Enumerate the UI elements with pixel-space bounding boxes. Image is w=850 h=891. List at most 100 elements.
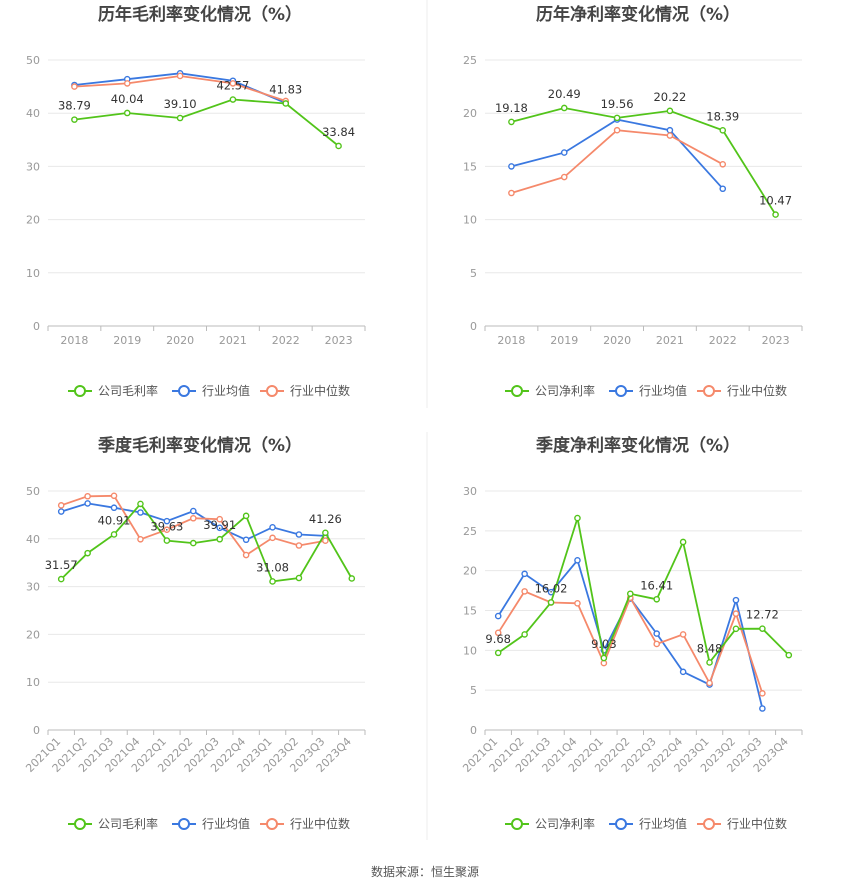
data-point-company <box>123 109 131 117</box>
data-label: 39.63 <box>150 520 183 534</box>
series-line-industry_median <box>511 129 724 194</box>
y-tick-label: 0 <box>470 320 477 333</box>
data-point-industry_avg <box>759 705 766 712</box>
x-tick-label: 2019 <box>113 334 141 347</box>
data-point-company <box>110 531 118 538</box>
data-point-company <box>57 575 65 583</box>
legend-marker-icon <box>511 818 523 830</box>
legend-item-industry_median: 行业中位数 <box>260 383 350 398</box>
data-point-industry_median <box>666 132 674 139</box>
data-point-company <box>613 114 621 122</box>
chart-title: 季度毛利率变化情况（%） <box>98 435 302 456</box>
data-label: 19.56 <box>601 97 634 111</box>
data-label: 39.91 <box>203 518 236 532</box>
data-label: 31.08 <box>256 560 289 574</box>
y-tick-label: 20 <box>463 107 477 120</box>
data-point-industry_avg <box>732 596 740 604</box>
data-point-industry_avg <box>719 185 727 193</box>
data-point-company <box>521 631 528 638</box>
x-tick-label: 2021 <box>219 334 247 347</box>
data-point-company <box>84 549 91 557</box>
legend-item-company: 公司毛利率 <box>68 816 158 831</box>
legend-item-industry_avg: 行业均值 <box>609 816 687 831</box>
x-tick-label: 2018 <box>60 334 88 347</box>
legend-label: 行业中位数 <box>290 816 350 831</box>
data-point-company <box>772 211 779 218</box>
legend-label: 公司净利率 <box>535 816 595 831</box>
data-point-industry_avg <box>84 500 91 507</box>
x-tick-label: 2018 <box>497 334 525 347</box>
y-tick-label: 0 <box>33 724 40 737</box>
data-point-industry_median <box>679 631 687 638</box>
x-tick-label: 2020 <box>166 334 194 347</box>
data-point-company <box>494 649 502 657</box>
data-point-industry_median <box>216 515 224 523</box>
data-point-industry_avg <box>57 508 65 515</box>
data-label: 39.10 <box>164 97 197 111</box>
legend-item-industry_median: 行业中位数 <box>260 816 350 831</box>
legend-marker-icon <box>74 385 86 397</box>
data-label: 18.39 <box>706 109 739 123</box>
data-point-company <box>785 651 793 659</box>
data-label: 9.68 <box>485 632 511 646</box>
x-tick-label: 2023 <box>325 334 353 347</box>
data-point-industry_median <box>732 610 740 617</box>
data-point-industry_median <box>84 492 91 500</box>
data-point-company <box>269 578 276 585</box>
legend-label: 行业中位数 <box>290 383 350 398</box>
series-line-company <box>74 98 340 147</box>
series-line-company <box>497 517 790 665</box>
y-tick-label: 20 <box>26 628 40 641</box>
data-point-company <box>295 574 303 582</box>
y-tick-label: 50 <box>26 485 40 498</box>
data-point-company <box>282 100 290 107</box>
data-point-industry_median <box>508 189 515 197</box>
legend-item-industry_avg: 行业均值 <box>172 816 250 831</box>
x-tick-label: 2020 <box>603 334 631 347</box>
chart-panel-2: 历年净利率变化情况（%） 0 5 10 15 20 25 2018 2019 2020 2021 20… <box>463 4 803 398</box>
data-point-industry_median <box>560 173 568 181</box>
y-tick-label: 15 <box>463 605 477 618</box>
chart-title: 季度净利率变化情况（%） <box>536 435 740 456</box>
legend-marker-icon <box>615 818 627 830</box>
y-tick-label: 30 <box>26 581 40 594</box>
data-point-industry_median <box>176 72 184 80</box>
data-point-industry_median <box>719 160 727 168</box>
data-point-industry_avg <box>110 504 118 512</box>
data-point-industry_median <box>189 514 197 522</box>
data-point-company <box>508 118 515 126</box>
legend-label: 行业均值 <box>202 816 250 831</box>
data-point-industry_avg <box>163 517 171 525</box>
data-point-industry_avg <box>269 524 276 531</box>
chart-panel-4: 季度净利率变化情况（%）0510152025302021Q12021Q22021… <box>460 435 803 831</box>
legend-label: 公司净利率 <box>535 383 595 398</box>
data-point-industry_median <box>110 492 118 500</box>
data-point-industry_avg <box>666 126 674 134</box>
legend-label: 行业中位数 <box>727 816 787 831</box>
data-point-industry_median <box>706 679 713 687</box>
data-point-company <box>189 539 197 547</box>
x-tick-label: 2022 <box>709 334 737 347</box>
data-point-industry_median <box>653 640 661 648</box>
data-point-industry_median <box>123 80 131 87</box>
data-label: 20.49 <box>548 87 581 101</box>
data-point-industry_median <box>229 80 237 87</box>
data-point-industry_avg <box>508 163 515 170</box>
data-point-company <box>348 575 356 582</box>
chart-panel-1: 历年毛利率变化情况（%） 0 10 20 30 40 50 2018 2019 2020 2021 2… <box>26 4 366 398</box>
data-point-industry_median <box>137 535 144 543</box>
data-label: 9.03 <box>591 637 617 651</box>
y-tick-label: 50 <box>26 54 40 67</box>
data-label: 19.18 <box>495 101 528 115</box>
legend-label: 公司毛利率 <box>98 816 158 831</box>
data-label: 41.83 <box>269 82 302 96</box>
x-tick-label: 2023 <box>762 334 790 347</box>
y-tick-label: 0 <box>470 724 477 737</box>
data-label: 12.72 <box>746 608 779 622</box>
data-point-company <box>560 104 568 112</box>
data-point-industry_median <box>163 526 171 534</box>
y-tick-label: 30 <box>26 160 40 173</box>
y-tick-label: 10 <box>26 267 40 280</box>
data-point-industry_median <box>494 629 502 637</box>
